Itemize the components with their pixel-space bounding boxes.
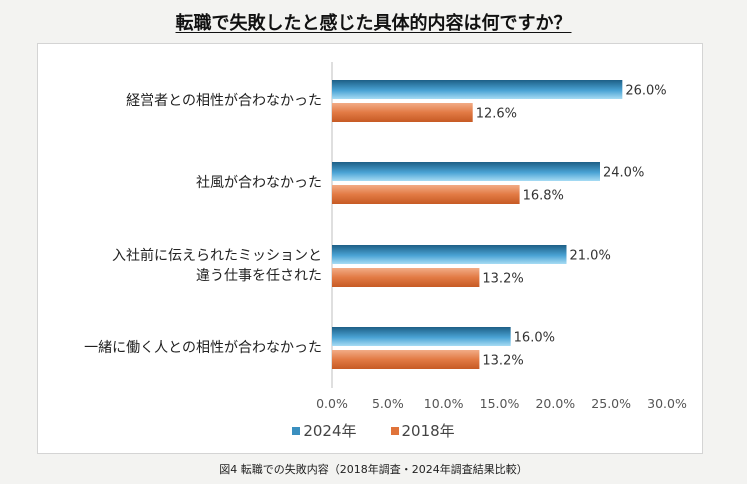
figure-caption: 図4 転職での失敗内容（2018年調査・2024年調査結果比較） — [219, 463, 528, 476]
x-tick-label: 5.0% — [372, 396, 404, 411]
page-title: 転職で失敗したと感じた具体的内容は何ですか？ — [0, 9, 747, 35]
category-label-line: 社風が合わなかった — [196, 175, 322, 191]
category-label: 入社前に伝えられたミッションと違う仕事を任された — [2, 246, 322, 286]
x-tick-label: 15.0% — [480, 396, 520, 411]
category-label: 社風が合わなかった — [2, 173, 322, 193]
bar-2024-2 — [332, 245, 567, 264]
legend-item-2018: 2018年 — [390, 420, 455, 441]
bar-2018-2 — [332, 268, 480, 287]
category-label-line: 入社前に伝えられたミッションと — [112, 248, 322, 264]
data-label: 16.8% — [523, 189, 564, 204]
bar-2024-0 — [332, 80, 623, 99]
x-tick-label: 0.0% — [316, 396, 348, 411]
legend-swatch-2018 — [390, 426, 399, 435]
bar-2018-3 — [332, 350, 480, 369]
x-tick-label: 10.0% — [424, 396, 464, 411]
bar-2024-1 — [332, 162, 600, 181]
data-label: 16.0% — [514, 331, 555, 346]
chart-legend: 2024年 2018年 — [0, 420, 747, 441]
legend-item-2024: 2024年 — [292, 420, 357, 441]
legend-label-2024: 2024年 — [303, 422, 357, 440]
data-label: 13.2% — [482, 354, 523, 369]
legend-label-2018: 2018年 — [401, 422, 455, 440]
x-tick-label: 20.0% — [535, 396, 575, 411]
category-label: 一緒に働く人との相性が合わなかった — [2, 338, 322, 358]
data-label: 13.2% — [482, 272, 523, 287]
category-label-line: 経営者との相性が合わなかった — [126, 93, 322, 109]
category-label-line: 違う仕事を任された — [196, 268, 322, 284]
legend-swatch-2024 — [292, 426, 301, 435]
x-tick-label: 30.0% — [647, 396, 687, 411]
bar-2018-0 — [332, 103, 473, 122]
category-label-line: 一緒に働く人との相性が合わなかった — [84, 340, 322, 356]
data-label: 12.6% — [476, 107, 517, 122]
bar-2024-3 — [332, 327, 511, 346]
data-label: 26.0% — [625, 84, 666, 99]
page-title-text: 転職で失敗したと感じた具体的内容は何ですか？ — [175, 13, 572, 34]
bar-2018-1 — [332, 185, 520, 204]
data-label: 24.0% — [603, 166, 644, 181]
data-label: 21.0% — [570, 249, 611, 264]
category-label: 経営者との相性が合わなかった — [2, 91, 322, 111]
x-tick-label: 25.0% — [591, 396, 631, 411]
